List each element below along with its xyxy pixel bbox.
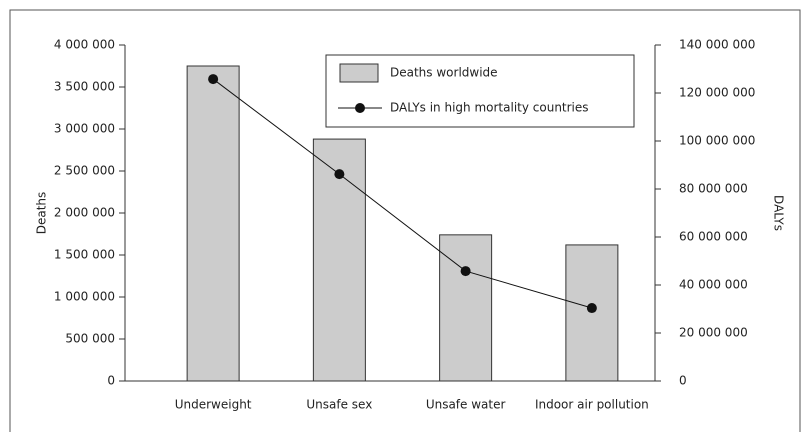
y-tick-label: 1 000 000 <box>54 290 115 304</box>
y-tick-label: 2 500 000 <box>54 164 115 178</box>
x-tick-label: Unsafe sex <box>306 398 372 412</box>
y-tick-label: 0 <box>107 374 115 388</box>
legend-swatch <box>355 103 365 113</box>
y2-tick-label: 20 000 000 <box>679 326 748 340</box>
y2-tick-label: 140 000 000 <box>679 38 755 52</box>
x-tick-label: Unsafe water <box>426 398 506 412</box>
y-tick-label: 2 000 000 <box>54 206 115 220</box>
point <box>586 303 597 314</box>
y-tick-label: 4 000 000 <box>54 38 115 52</box>
point <box>334 169 345 180</box>
bar <box>186 65 240 382</box>
x-tick-label: Indoor air pollution <box>535 398 649 412</box>
x-tick-label: Underweight <box>175 398 252 412</box>
y2-tick-label: 120 000 000 <box>679 86 755 100</box>
y2-tick-label: 0 <box>679 374 687 388</box>
y2-tick-label: 60 000 000 <box>679 230 748 244</box>
legend-label: Deaths worldwide <box>390 66 498 80</box>
legend-swatch <box>339 63 379 83</box>
y2-axis-label: DALYs <box>772 195 786 231</box>
y2-tick-label: 40 000 000 <box>679 278 748 292</box>
line <box>212 78 593 309</box>
y-tick-label: 500 000 <box>65 332 115 346</box>
legend-box <box>325 54 635 128</box>
y-tick-label: 1 500 000 <box>54 248 115 262</box>
point <box>460 266 471 277</box>
y-tick-label: 3 000 000 <box>54 122 115 136</box>
legend-label: DALYs in high mortality countries <box>390 101 589 115</box>
y-axis-label: Deaths <box>35 192 49 235</box>
y2-tick-label: 100 000 000 <box>679 134 755 148</box>
bar <box>439 234 493 382</box>
point <box>208 74 219 85</box>
bar <box>312 138 366 382</box>
y2-tick-label: 80 000 000 <box>679 182 748 196</box>
frame <box>9 9 801 432</box>
y-tick-label: 3 500 000 <box>54 80 115 94</box>
